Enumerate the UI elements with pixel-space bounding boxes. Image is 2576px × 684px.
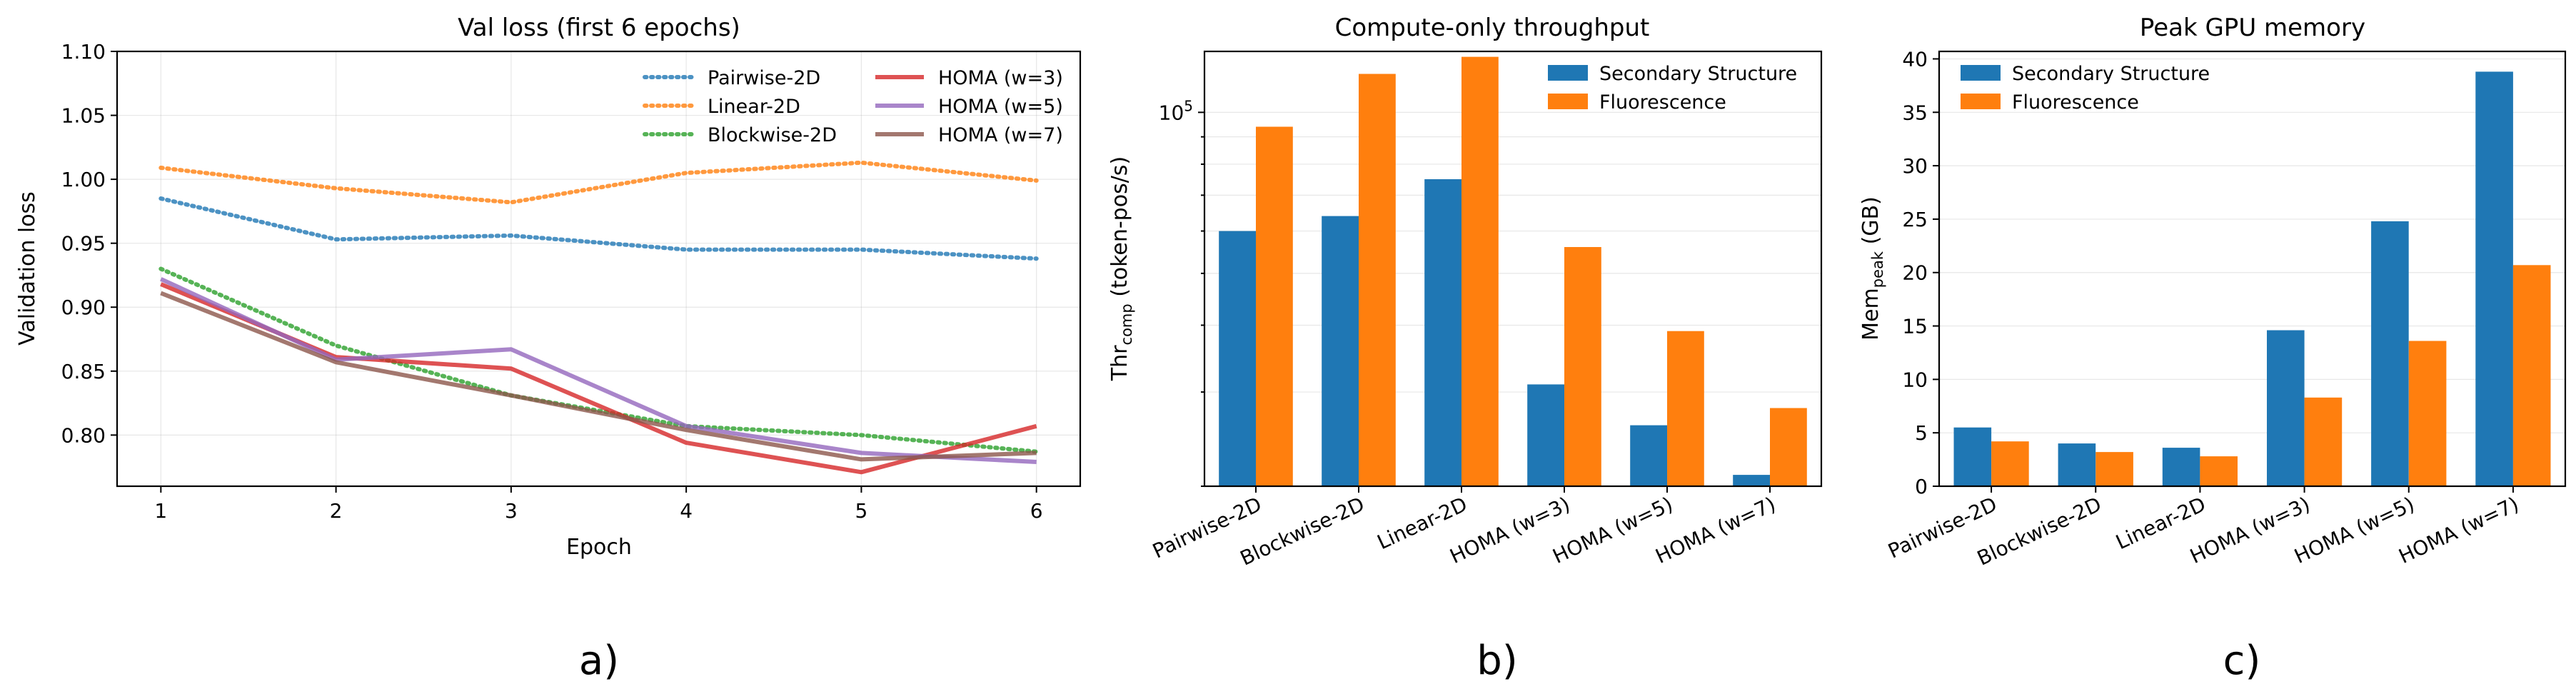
throughput-bar-secondary-structure-homa-w-7 [1733, 475, 1770, 486]
throughput-bar-fluorescence-homa-w-7 [1770, 408, 1807, 486]
throughput-legend-label-fluorescence: Fluorescence [1599, 91, 1726, 114]
val-loss-y-axis-label: Validation loss [15, 191, 40, 346]
legend-label-homa-w-7: HOMA (w=7) [938, 124, 1063, 146]
memory-y-tick-label: 40 [1902, 47, 1928, 71]
memory-legend-label-secondary-structure: Secondary Structure [2012, 63, 2210, 85]
throughput-y-label-units: (token-pos/s) [1107, 156, 1132, 303]
throughput-chart: Compute-only throughput Pairwise-2DBlock… [1107, 14, 1823, 684]
memory-y-tick-label: 35 [1902, 101, 1928, 124]
val-loss-y-tick-label: 0.80 [61, 423, 106, 447]
memory-bar-secondary-structure-homa-w-7 [2475, 71, 2513, 486]
memory-y-tick-label: 20 [1902, 261, 1928, 285]
legend-label-linear-2d: Linear-2D [708, 96, 800, 118]
throughput-bar-secondary-structure-linear-2d [1424, 179, 1461, 486]
val-loss-plot-area [116, 50, 1082, 488]
throughput-chart-title: Compute-only throughput [1335, 14, 1650, 42]
memory-y-axis-label: Mempeak (GB) [1858, 196, 1886, 341]
val-loss-y-tick-label: 1.10 [61, 40, 106, 64]
panel-label-a: a) [579, 638, 619, 684]
memory-bar-fluorescence-homa-w-7 [2512, 265, 2551, 486]
memory-chart-title: Peak GPU memory [2140, 14, 2365, 42]
val-loss-x-tick-label: 4 [680, 499, 693, 523]
throughput-bar-secondary-structure-homa-w-3 [1527, 384, 1564, 486]
panel-label-b: b) [1476, 638, 1517, 684]
memory-y-tick-label: 5 [1915, 421, 1928, 445]
memory-bar-secondary-structure-blockwise-2d [2058, 443, 2096, 486]
memory-bar-fluorescence-blockwise-2d [2095, 452, 2133, 486]
throughput-legend-label-secondary-structure: Secondary Structure [1599, 63, 1797, 85]
val-loss-chart-title: Val loss (first 6 epochs) [458, 14, 740, 42]
val-loss-y-tick-label: 1.00 [61, 168, 106, 191]
series-line-linear-2d [159, 160, 1039, 205]
memory-legend-swatch-secondary-structure [1961, 65, 2001, 81]
memory-bar-secondary-structure-homa-w-5 [2371, 221, 2409, 486]
memory-bar-fluorescence-linear-2d [2200, 456, 2238, 486]
memory-bar-fluorescence-homa-w-3 [2304, 397, 2343, 486]
memory-y-label-subscript: peak [1869, 251, 1886, 288]
val-loss-y-tick-label: 1.05 [61, 104, 106, 128]
memory-y-tick-label: 25 [1902, 208, 1928, 231]
memory-y-tick-label: 10 [1902, 368, 1928, 391]
memory-bar-secondary-structure-pairwise-2d [1953, 427, 1992, 486]
series-line-homa-w-7 [160, 291, 1037, 462]
val-loss-chart: Val loss (first 6 epochs) 1 2 3 4 5 6 0.80 0.85… [15, 14, 1082, 684]
memory-bar-secondary-structure-homa-w-3 [2267, 330, 2305, 486]
memory-y-label-units: (GB) [1858, 196, 1883, 251]
val-loss-y-tick-label: 0.95 [61, 232, 106, 256]
throughput-y-label-subscript: comp [1118, 303, 1135, 345]
memory-bar-fluorescence-pairwise-2d [1991, 441, 2029, 486]
throughput-bar-fluorescence-homa-w-3 [1564, 247, 1601, 486]
memory-y-label-main: Mem [1858, 288, 1883, 341]
val-loss-x-axis-label: Epoch [566, 535, 632, 560]
throughput-bar-fluorescence-homa-w-5 [1667, 331, 1704, 486]
memory-y-tick-label: 0 [1915, 475, 1928, 498]
val-loss-x-tick-label: 6 [1030, 499, 1043, 523]
memory-y-tick-label: 30 [1902, 154, 1928, 178]
throughput-bar-fluorescence-pairwise-2d [1256, 126, 1293, 486]
throughput-bar-fluorescence-linear-2d [1461, 56, 1499, 487]
legend-label-pairwise-2d: Pairwise-2D [708, 67, 820, 89]
throughput-y-tick-base: 10 [1159, 101, 1184, 124]
throughput-y-label-main: Thr [1107, 345, 1132, 381]
legend-label-homa-w-3: HOMA (w=3) [938, 67, 1063, 89]
val-loss-y-tick-label: 0.90 [61, 296, 106, 319]
throughput-legend-swatch-secondary-structure [1548, 65, 1588, 81]
throughput-bar-secondary-structure-blockwise-2d [1322, 216, 1359, 486]
throughput-bar-secondary-structure-homa-w-5 [1630, 425, 1667, 486]
memory-legend-label-fluorescence: Fluorescence [2012, 91, 2139, 114]
val-loss-x-tick-label: 5 [855, 499, 867, 523]
throughput-bar-fluorescence-blockwise-2d [1359, 74, 1396, 486]
memory-legend-swatch-fluorescence [1961, 94, 2001, 109]
legend-label-blockwise-2d: Blockwise-2D [708, 124, 837, 146]
throughput-legend-swatch-fluorescence [1548, 94, 1588, 109]
throughput-bar-secondary-structure-pairwise-2d [1219, 231, 1256, 486]
memory-bar-fluorescence-homa-w-5 [2408, 341, 2447, 486]
val-loss-x-tick-label: 1 [154, 499, 167, 523]
legend-label-homa-w-5: HOMA (w=5) [938, 96, 1063, 118]
series-line-pairwise-2d [159, 196, 1039, 261]
memory-y-tick-label: 15 [1902, 315, 1928, 338]
val-loss-x-tick-label: 3 [505, 499, 518, 523]
series-line-homa-w-5 [160, 277, 1037, 464]
val-loss-y-tick-label: 0.85 [61, 360, 106, 383]
throughput-plot-area [1203, 50, 1823, 488]
val-loss-x-tick-label: 2 [330, 499, 343, 523]
memory-plot-area [1938, 50, 2567, 488]
panel-label-c: c) [2223, 638, 2261, 684]
throughput-y-tick-label: 105 [1159, 97, 1193, 124]
memory-bar-secondary-structure-linear-2d [2162, 448, 2200, 486]
throughput-y-tick-exponent: 5 [1184, 97, 1193, 114]
throughput-y-axis-label: Thrcomp (token-pos/s) [1107, 156, 1135, 381]
